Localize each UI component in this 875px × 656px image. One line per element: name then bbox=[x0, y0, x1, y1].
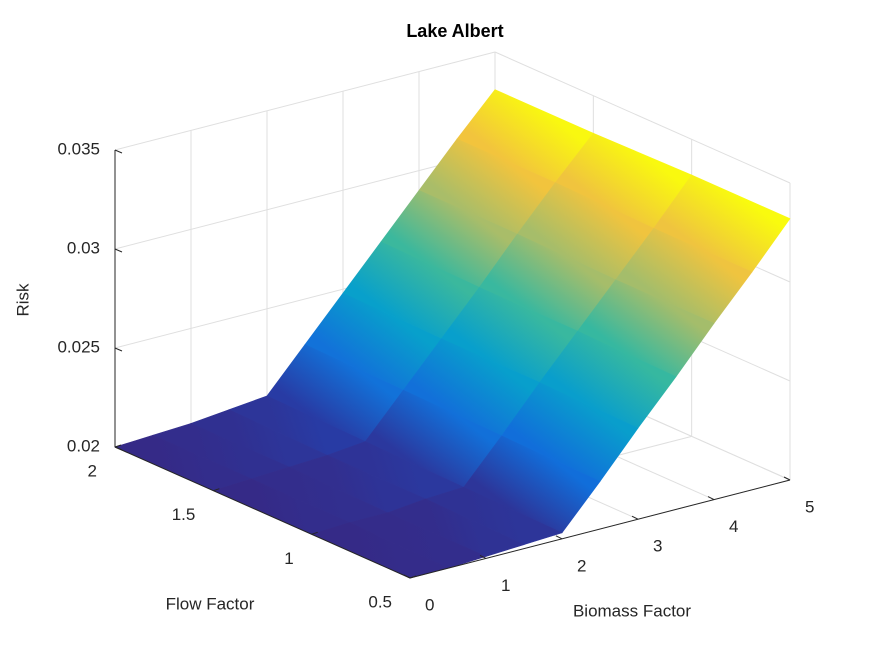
tick-mark bbox=[409, 575, 417, 579]
tick-mark bbox=[114, 347, 123, 352]
z-tick-label: 0.025 bbox=[57, 337, 100, 356]
z-tick-label: 0.035 bbox=[57, 139, 100, 158]
tick-mark bbox=[114, 446, 123, 451]
grid-line bbox=[494, 51, 791, 184]
grid-line bbox=[114, 150, 496, 250]
y-tick-label: 0.5 bbox=[368, 592, 392, 611]
tick-mark bbox=[114, 444, 122, 448]
x-tick-label: 2 bbox=[577, 556, 586, 575]
x-tick-label: 0 bbox=[425, 595, 434, 614]
y-axis-label: Flow Factor bbox=[166, 594, 255, 613]
tick-mark bbox=[707, 496, 715, 501]
x-axis-label: Biomass Factor bbox=[573, 601, 691, 620]
z-tick-label: 0.03 bbox=[67, 238, 100, 257]
y-tick-label: 2 bbox=[88, 461, 97, 480]
x-tick-label: 4 bbox=[729, 517, 738, 536]
tick-mark bbox=[479, 554, 487, 559]
tick-mark bbox=[555, 535, 563, 540]
z-axis-label: Risk bbox=[13, 283, 32, 317]
tick-mark bbox=[403, 574, 411, 579]
chart-title: Lake Albert bbox=[406, 21, 503, 41]
y-tick-label: 1 bbox=[284, 549, 293, 568]
tick-mark bbox=[783, 476, 791, 481]
y-axis-line bbox=[114, 446, 411, 579]
x-tick-label: 3 bbox=[653, 537, 662, 556]
x-axis-line bbox=[409, 479, 791, 579]
y-tick-label: 1.5 bbox=[172, 505, 196, 524]
tick-mark bbox=[213, 488, 220, 492]
tick-mark bbox=[631, 515, 639, 520]
x-tick-label: 1 bbox=[501, 576, 510, 595]
z-tick-label: 0.02 bbox=[67, 436, 100, 455]
tick-mark bbox=[311, 531, 318, 535]
tick-mark bbox=[114, 149, 123, 154]
grid-line bbox=[114, 51, 496, 151]
x-tick-label: 5 bbox=[805, 497, 814, 516]
tick-mark bbox=[114, 248, 123, 253]
